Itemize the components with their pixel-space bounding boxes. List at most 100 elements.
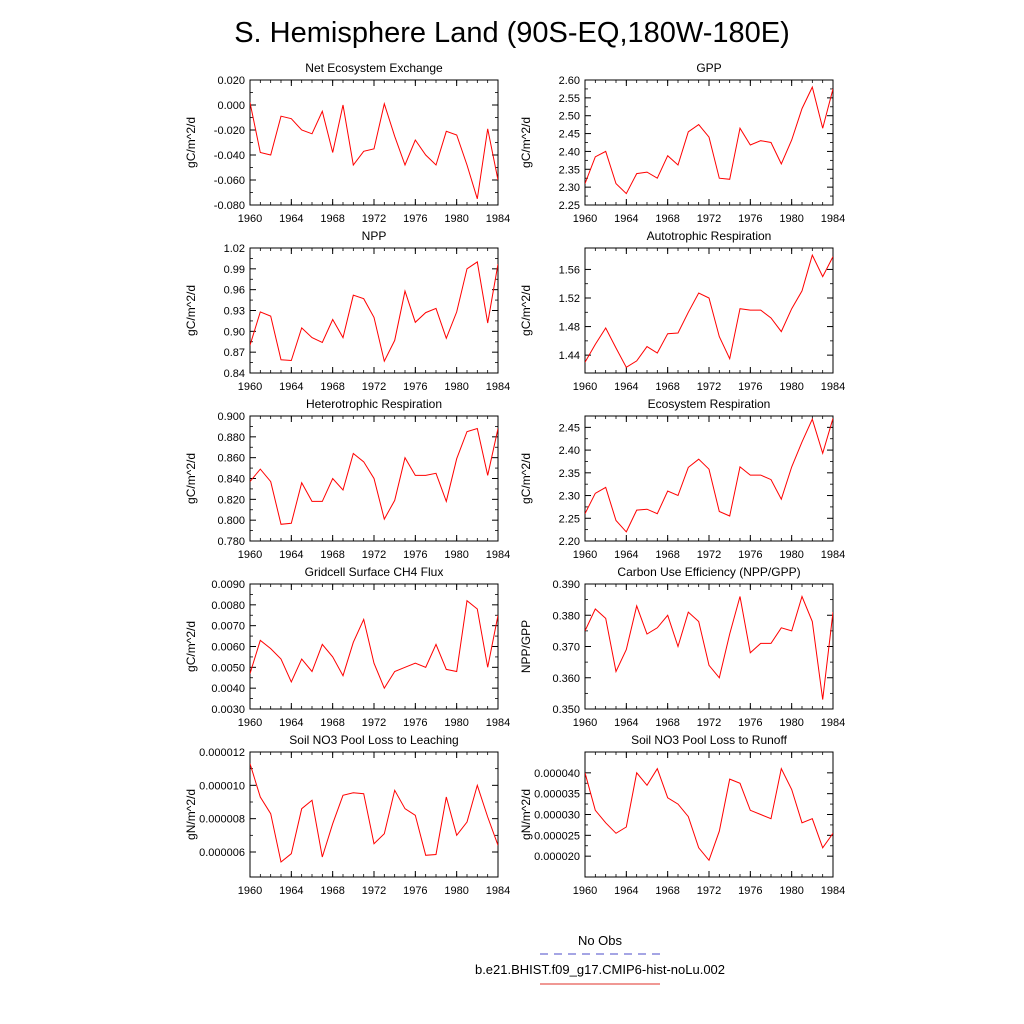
legend-label-run: b.e21.BHIST.f09_g17.CMIP6-hist-noLu.002 bbox=[475, 962, 725, 977]
x-tick-label: 1968 bbox=[320, 381, 344, 393]
panel-title: Soil NO3 Pool Loss to Runoff bbox=[631, 733, 788, 747]
chart-panel: NPP gC/m^2/d 1960 1964 1968 1972 1976 1980 1984 0… bbox=[184, 229, 510, 393]
y-axis-label: gC/m^2/d bbox=[184, 285, 198, 336]
x-tick-label: 1964 bbox=[279, 381, 303, 393]
x-tick-label: 1960 bbox=[238, 213, 262, 225]
y-tick-label: 1.56 bbox=[559, 264, 580, 276]
x-tick-label: 1964 bbox=[614, 549, 638, 561]
x-tick-label: 1976 bbox=[403, 549, 427, 561]
series-line bbox=[250, 427, 498, 525]
y-axis-label: gC/m^2/d bbox=[184, 453, 198, 504]
y-tick-label: 2.45 bbox=[559, 129, 580, 141]
panel-title: Gridcell Surface CH4 Flux bbox=[305, 565, 444, 579]
x-tick-label: 1980 bbox=[779, 549, 803, 561]
y-tick-label: 1.48 bbox=[559, 322, 580, 334]
x-tick-label: 1964 bbox=[614, 213, 638, 225]
y-tick-label: 0.880 bbox=[217, 432, 245, 444]
x-tick-label: 1976 bbox=[403, 381, 427, 393]
x-tick-label: 1972 bbox=[362, 717, 386, 729]
x-tick-label: 1984 bbox=[821, 885, 845, 897]
plot-frame bbox=[584, 751, 834, 878]
y-axis-label: gN/m^2/d bbox=[184, 789, 198, 840]
chart-panel: Gridcell Surface CH4 Flux gC/m^2/d 1960 196… bbox=[184, 565, 510, 729]
y-tick-label: 0.860 bbox=[217, 453, 245, 465]
y-tick-label: 0.0080 bbox=[211, 600, 245, 612]
x-tick-label: 1984 bbox=[821, 549, 845, 561]
y-tick-label: 0.350 bbox=[552, 704, 580, 716]
x-tick-label: 1960 bbox=[573, 549, 597, 561]
y-tick-label: 1.02 bbox=[224, 243, 245, 255]
panel-title: Soil NO3 Pool Loss to Leaching bbox=[289, 733, 458, 747]
x-tick-label: 1960 bbox=[573, 885, 597, 897]
y-tick-label: 2.50 bbox=[559, 111, 580, 123]
y-tick-label: -0.060 bbox=[214, 175, 245, 187]
y-tick-label: 0.84 bbox=[224, 368, 245, 380]
x-tick-label: 1960 bbox=[238, 549, 262, 561]
x-tick-label: 1960 bbox=[573, 381, 597, 393]
x-tick-label: 1976 bbox=[403, 885, 427, 897]
y-axis-label: gC/m^2/d bbox=[519, 453, 533, 504]
y-tick-label: 0.000040 bbox=[534, 768, 580, 780]
x-tick-label: 1976 bbox=[738, 885, 762, 897]
y-tick-label: 0.0070 bbox=[211, 621, 245, 633]
series-line bbox=[250, 261, 498, 363]
x-tick-label: 1968 bbox=[320, 213, 344, 225]
y-tick-label: 2.30 bbox=[559, 491, 580, 503]
series-line bbox=[250, 763, 498, 863]
y-tick-label: 0.99 bbox=[224, 264, 245, 276]
chart-panel: Soil NO3 Pool Loss to Runoff gN/m^2/d 1960… bbox=[519, 733, 845, 897]
x-tick-label: 1968 bbox=[655, 381, 679, 393]
x-tick-label: 1972 bbox=[362, 381, 386, 393]
panel-title: GPP bbox=[696, 61, 721, 75]
series-line bbox=[585, 253, 833, 369]
y-tick-label: 0.000010 bbox=[199, 780, 245, 792]
x-tick-label: 1976 bbox=[738, 213, 762, 225]
y-tick-label: 0.000006 bbox=[199, 847, 245, 859]
y-tick-label: 0.000008 bbox=[199, 814, 245, 826]
x-tick-label: 1984 bbox=[821, 381, 845, 393]
x-tick-label: 1980 bbox=[779, 381, 803, 393]
y-axis-label: gC/m^2/d bbox=[519, 285, 533, 336]
x-tick-label: 1984 bbox=[486, 213, 510, 225]
x-tick-label: 1976 bbox=[403, 717, 427, 729]
x-tick-label: 1964 bbox=[279, 717, 303, 729]
y-tick-label: 0.380 bbox=[552, 610, 580, 622]
x-tick-label: 1980 bbox=[779, 213, 803, 225]
plot-frame bbox=[584, 415, 834, 542]
y-tick-label: -0.040 bbox=[214, 150, 245, 162]
x-tick-label: 1984 bbox=[821, 717, 845, 729]
plot-frame bbox=[249, 79, 499, 206]
chart-panel: Autotrophic Respiration gC/m^2/d 1960 1964 1… bbox=[519, 229, 845, 393]
x-tick-label: 1980 bbox=[444, 381, 468, 393]
x-tick-label: 1968 bbox=[320, 549, 344, 561]
y-tick-label: 0.820 bbox=[217, 494, 245, 506]
plot-frame bbox=[249, 751, 499, 878]
x-tick-label: 1980 bbox=[779, 717, 803, 729]
y-tick-label: 0.780 bbox=[217, 536, 245, 548]
series-line bbox=[250, 599, 498, 690]
y-tick-label: -0.020 bbox=[214, 125, 245, 137]
x-tick-label: 1980 bbox=[444, 885, 468, 897]
y-axis-label: gC/m^2/d bbox=[519, 117, 533, 168]
x-tick-label: 1984 bbox=[486, 885, 510, 897]
y-tick-label: 2.40 bbox=[559, 445, 580, 457]
x-tick-label: 1968 bbox=[655, 885, 679, 897]
x-tick-label: 1968 bbox=[655, 549, 679, 561]
x-tick-label: 1964 bbox=[614, 381, 638, 393]
x-tick-label: 1968 bbox=[655, 213, 679, 225]
panel-title: Heterotrophic Respiration bbox=[306, 397, 442, 411]
legend-label-no-obs: No Obs bbox=[578, 933, 623, 948]
x-tick-label: 1976 bbox=[738, 717, 762, 729]
y-tick-label: 2.30 bbox=[559, 182, 580, 194]
y-tick-label: 1.44 bbox=[559, 350, 580, 362]
y-tick-label: 0.0040 bbox=[211, 683, 245, 695]
x-tick-label: 1964 bbox=[279, 549, 303, 561]
series-line bbox=[585, 595, 833, 700]
series-line bbox=[585, 767, 833, 862]
x-tick-label: 1960 bbox=[238, 717, 262, 729]
y-axis-label: gN/m^2/d bbox=[519, 789, 533, 840]
x-tick-label: 1984 bbox=[486, 717, 510, 729]
figure-legend: No Obs b.e21.BHIST.f09_g17.CMIP6-hist-no… bbox=[475, 933, 725, 985]
chart-panel: Carbon Use Efficiency (NPP/GPP) NPP/GPP 19… bbox=[519, 565, 845, 729]
chart-panel: Soil NO3 Pool Loss to Leaching gN/m^2/d 19… bbox=[184, 733, 510, 897]
